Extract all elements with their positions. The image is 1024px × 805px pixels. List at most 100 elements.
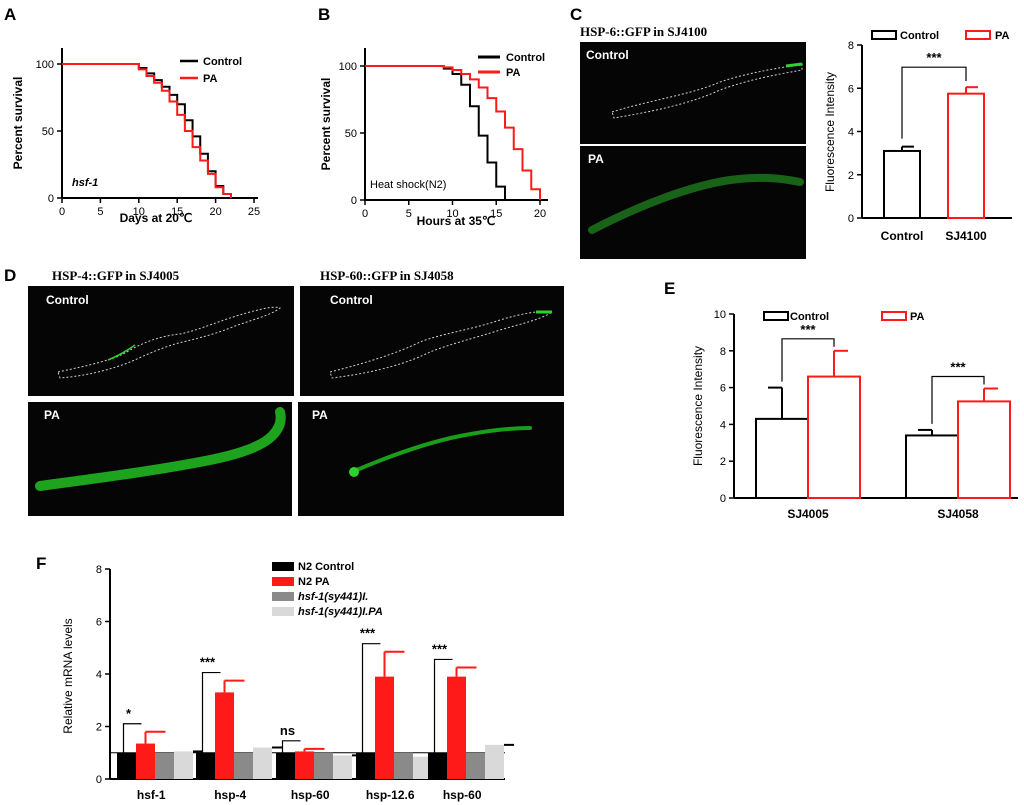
bar-f-2-1 bbox=[295, 751, 314, 779]
annotation-b: Heat shock(N2) bbox=[370, 179, 446, 191]
category-label-f-3: hsp-12.6 bbox=[366, 788, 415, 802]
y-axis-title-b: Percent survival bbox=[319, 78, 333, 171]
category-label-f-4: hsp-60 bbox=[443, 788, 482, 802]
y-axis-title-a: Percent survival bbox=[11, 77, 25, 170]
bar-f-1-0 bbox=[196, 752, 215, 779]
micrograph-label-d-right-control: Control bbox=[330, 293, 373, 307]
legend-label-c-pa: PA bbox=[995, 30, 1010, 42]
micrograph-d-left-control bbox=[28, 286, 294, 396]
chart-a-xtick-label-4: 20 bbox=[209, 206, 221, 218]
micrograph-label-d-right-pa: PA bbox=[312, 408, 328, 422]
bar-chart-e: 0 2 4 6 8 10 *** SJ4005 *** SJ4058 Fluorescence … bbox=[691, 309, 1018, 521]
sig-bracket-c bbox=[901, 66, 967, 139]
annotation-a: hsf-1 bbox=[72, 177, 98, 189]
bar-f-3-1 bbox=[375, 676, 394, 779]
bar-f-0-2 bbox=[155, 752, 174, 779]
survival-chart-a: 0 50 100 0 5 10 15 20 25 Days at 20℃ Percent sur… bbox=[11, 48, 260, 225]
legend-swatch-f-n2-control bbox=[272, 562, 294, 571]
x-axis-title-a: Days at 20℃ bbox=[120, 211, 193, 225]
chart-f-ytick-label-2: 4 bbox=[96, 669, 102, 681]
legend-swatch-c-control bbox=[871, 30, 897, 40]
bar-f-1-2 bbox=[234, 752, 253, 779]
legend-label-b-control: Control bbox=[506, 52, 545, 64]
chart-f-ytick-label-0: 0 bbox=[96, 774, 102, 786]
category-label-e-1: SJ4058 bbox=[937, 507, 979, 521]
micrograph-label-c-pa: PA bbox=[588, 152, 604, 166]
chart-e-ytick-label-4: 8 bbox=[720, 346, 726, 358]
chart-a-ytick-label-1: 50 bbox=[42, 126, 54, 138]
bar-f-1-1 bbox=[215, 692, 234, 779]
micrograph-d-right-control bbox=[300, 286, 564, 396]
sig-label-c: *** bbox=[926, 50, 942, 65]
chart-b-xtick-label-2: 10 bbox=[446, 208, 458, 220]
chart-b-xtick-label-3: 15 bbox=[490, 208, 502, 220]
survival-chart-b: 0 50 100 0 5 10 15 20 Hours at 35℃ Percent surv… bbox=[319, 48, 548, 228]
panel-letter-a: A bbox=[4, 5, 16, 24]
survival-line-a-pa bbox=[62, 63, 232, 198]
chart-f-ytick-label-3: 6 bbox=[96, 617, 102, 629]
legend-swatch-f-n2-pa bbox=[272, 577, 294, 586]
legend-label-f-hsf-pa: hsf-1(sy441)I.PA bbox=[298, 606, 383, 618]
legend-label-a-control: Control bbox=[203, 56, 242, 68]
chart-b-ytick-label-0: 0 bbox=[351, 195, 357, 207]
micrograph-title-d-left: HSP-4::GFP in SJ4005 bbox=[52, 268, 180, 283]
panel-letter-b: B bbox=[318, 5, 330, 24]
legend-label-b-pa: PA bbox=[506, 67, 521, 79]
micrograph-d-right-pa bbox=[298, 402, 564, 516]
x-axis-title-b: Hours at 35℃ bbox=[417, 214, 496, 228]
bar-f-3-3 bbox=[413, 756, 432, 779]
worm-gfp-d-left bbox=[35, 407, 286, 491]
bar-f-2-3 bbox=[333, 755, 352, 779]
bar-f-2-0 bbox=[276, 752, 295, 779]
worm-outline-c bbox=[611, 63, 803, 119]
bar-c-sj4100 bbox=[947, 92, 985, 219]
legend-label-f-n2-control: N2 Control bbox=[298, 561, 354, 573]
sig-label-e-1: *** bbox=[950, 360, 966, 375]
micrograph-d-left-pa bbox=[28, 402, 292, 516]
gfp-spot-c bbox=[785, 62, 803, 68]
chart-a-ytick-label-2: 100 bbox=[36, 59, 54, 71]
chart-e-ytick-label-1: 2 bbox=[720, 456, 726, 468]
micrograph-title-d-right: HSP-60::GFP in SJ4058 bbox=[320, 268, 454, 283]
bar-f-0-1 bbox=[136, 743, 155, 779]
worm-gfp-d-right bbox=[350, 426, 532, 474]
bar-f-2-2 bbox=[314, 752, 333, 779]
legend-label-c-control: Control bbox=[900, 30, 939, 42]
chart-e-ytick-label-2: 4 bbox=[720, 419, 726, 431]
bar-e-sj4058-control bbox=[905, 434, 959, 500]
bar-e-sj4058-pa bbox=[957, 400, 1011, 499]
worm-outline-d-right bbox=[329, 311, 554, 379]
legend-swatch-f-hsf bbox=[272, 592, 294, 601]
bar-f-0-0 bbox=[117, 752, 136, 779]
sig-label-f-3: *** bbox=[360, 626, 376, 641]
sig-bracket-e-1 bbox=[931, 375, 985, 424]
bar-e-sj4005-pa bbox=[807, 375, 861, 499]
bar-c-control bbox=[883, 149, 921, 219]
y-axis-title-c: Fluorescence Intensity bbox=[823, 72, 837, 192]
chart-b-ytick-label-2: 100 bbox=[339, 61, 357, 73]
legend-swatch-f-hsf-pa bbox=[272, 607, 294, 616]
chart-a-xtick-label-1: 5 bbox=[97, 206, 103, 218]
bar-f-1-3 bbox=[253, 747, 272, 779]
legend-label-e-pa: PA bbox=[910, 311, 925, 323]
sig-bracket-f-3 bbox=[361, 643, 381, 753]
chart-b-xtick-label-1: 5 bbox=[406, 208, 412, 220]
sig-bracket-e-0 bbox=[781, 338, 835, 382]
bar-f-4-3 bbox=[485, 744, 504, 779]
bar-f-3-0 bbox=[356, 752, 375, 779]
legend-swatch-c-pa bbox=[965, 30, 991, 40]
category-label-c-0: Control bbox=[881, 229, 924, 243]
chart-a-ytick-label-0: 0 bbox=[48, 193, 54, 205]
category-label-f-2: hsp-60 bbox=[291, 788, 330, 802]
bar-f-3-2 bbox=[394, 752, 413, 779]
micrograph-c-pa bbox=[580, 146, 806, 259]
chart-c-ytick-label-4: 8 bbox=[848, 40, 854, 52]
bar-f-0-3 bbox=[174, 751, 193, 779]
worm-gfp-c bbox=[588, 173, 804, 234]
bar-f-4-2 bbox=[466, 752, 485, 779]
micrograph-group-c: HSP-6::GFP in SJ4100 Control PA bbox=[580, 24, 806, 259]
chart-b-ytick-label-1: 50 bbox=[345, 128, 357, 140]
worm-outline-d-left bbox=[57, 306, 281, 379]
chart-c-ytick-label-2: 4 bbox=[848, 127, 854, 139]
chart-c-ytick-label-0: 0 bbox=[848, 213, 854, 225]
